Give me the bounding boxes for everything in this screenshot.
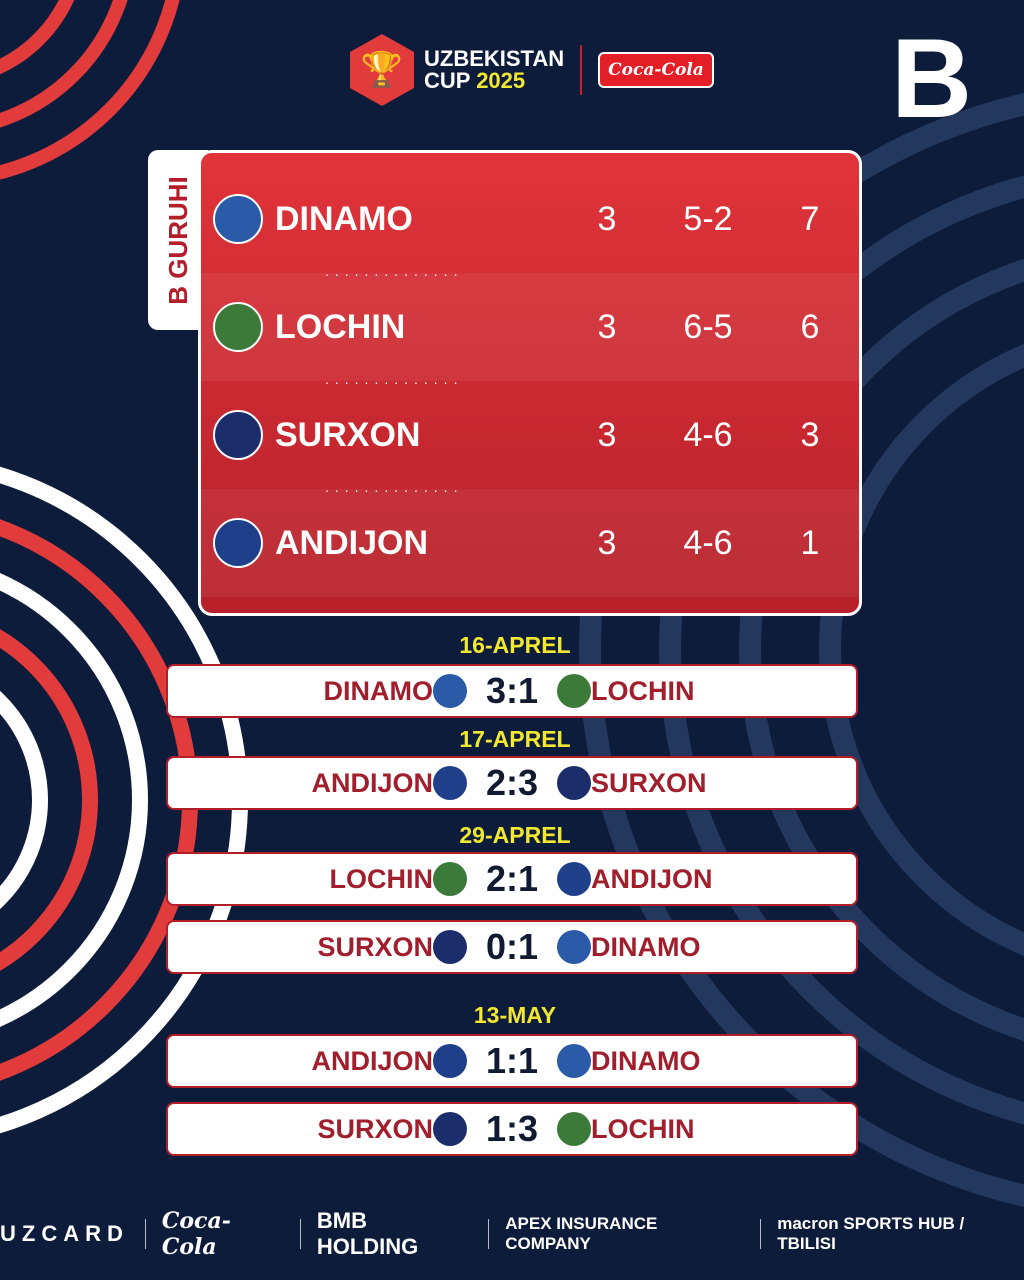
home-crest-icon: [433, 674, 467, 708]
away-team: LOCHIN: [591, 1113, 695, 1144]
sponsor-logo: Coca-Cola: [161, 1208, 231, 1260]
home-team: ANDIJON: [311, 1045, 433, 1076]
home-team: LOCHIN: [329, 863, 434, 894]
tournament-logo: 🏆 UZBEKISTAN CUP 2025 Coca-Cola: [350, 34, 714, 106]
group-label: B GURUHI: [162, 175, 193, 305]
team-crest-icon: [213, 518, 263, 568]
home-crest-icon: [433, 930, 467, 964]
match-date: 16-APREL: [459, 632, 571, 658]
home-crest-icon: [433, 766, 467, 800]
played: 3: [597, 523, 617, 562]
match-result: DINAMO 3:1 LOCHIN: [166, 664, 858, 718]
standings-row: DINAMO 3 5-2 7 ..............: [201, 165, 859, 279]
home-team: SURXON: [317, 931, 433, 962]
match-result: SURXON 1:3 LOCHIN: [166, 1102, 858, 1156]
home-crest-icon: [433, 1044, 467, 1078]
title-line2: CUP: [424, 68, 471, 93]
sponsor-badge: Coca-Cola: [598, 52, 714, 88]
goal-diff: 4-6: [683, 415, 733, 454]
sponsor-divider: [760, 1219, 762, 1249]
away-crest-icon: [557, 1112, 591, 1146]
away-team: DINAMO: [591, 1045, 701, 1076]
standings-row: LOCHIN 3 6-5 6 ..............: [201, 273, 859, 387]
sponsor-logo: UZCARD: [0, 1221, 129, 1246]
away-crest-icon: [557, 766, 591, 800]
sponsor-logo: BMB HOLDING: [316, 1208, 419, 1259]
trophy-icon: 🏆: [350, 34, 414, 106]
team-name: SURXON: [275, 415, 421, 454]
sponsor-logo: macron SPORTS HUB / TBILISI: [777, 1214, 965, 1253]
goal-diff: 4-6: [683, 523, 733, 562]
played: 3: [597, 307, 617, 346]
title-year: 2025: [476, 68, 526, 93]
standings-table: DINAMO 3 5-2 7 .............. LOCHIN 3 6…: [198, 150, 862, 616]
score: 0:1: [485, 926, 539, 967]
goal-diff: 6-5: [683, 307, 733, 346]
home-crest-icon: [433, 1112, 467, 1146]
away-crest-icon: [557, 930, 591, 964]
points: 1: [800, 523, 820, 562]
points: 3: [800, 415, 820, 454]
goal-diff: 5-2: [683, 199, 733, 238]
score: 2:1: [485, 858, 539, 899]
played: 3: [597, 415, 617, 454]
sponsor-logo: APEX INSURANCE COMPANY: [505, 1214, 658, 1253]
points: 6: [800, 307, 820, 346]
row-divider: ..............: [325, 479, 464, 495]
sponsor-divider: [299, 1219, 301, 1249]
divider: [580, 45, 583, 95]
sponsor-divider: [488, 1219, 490, 1249]
away-crest-icon: [557, 862, 591, 896]
away-crest-icon: [557, 1044, 591, 1078]
home-team: DINAMO: [323, 675, 434, 706]
away-team: ANDIJON: [591, 863, 713, 894]
team-name: LOCHIN: [275, 307, 406, 346]
score: 1:3: [485, 1108, 539, 1149]
team-name: ANDIJON: [275, 523, 429, 562]
away-crest-icon: [557, 674, 591, 708]
match-date: 29-APREL: [459, 822, 571, 848]
home-team: ANDIJON: [311, 767, 433, 798]
team-crest-icon: [213, 194, 263, 244]
home-crest-icon: [433, 862, 467, 896]
score: 3:1: [485, 670, 539, 711]
points: 7: [800, 199, 820, 238]
sponsor-divider: [144, 1219, 146, 1249]
standings-row: SURXON 3 4-6 3 ..............: [201, 381, 859, 495]
match-result: SURXON 0:1 DINAMO: [166, 920, 858, 974]
score: 1:1: [485, 1040, 539, 1081]
standings-row: ANDIJON 3 4-6 1: [201, 489, 859, 597]
played: 3: [597, 199, 617, 238]
home-team: SURXON: [317, 1113, 433, 1144]
match-result: LOCHIN 2:1 ANDIJON: [166, 852, 858, 906]
away-team: DINAMO: [591, 931, 701, 962]
row-divider: ..............: [325, 371, 464, 387]
sponsor-bar: UZCARD Coca-Cola BMB HOLDING APEX INSURANCE…: [0, 1208, 1024, 1260]
match-date: 17-APREL: [459, 726, 571, 752]
group-letter: B: [891, 16, 972, 141]
match-result: ANDIJON 2:3 SURXON: [166, 756, 858, 810]
row-divider: ..............: [325, 263, 464, 279]
team-crest-icon: [213, 410, 263, 460]
match-date: 13-MAY: [473, 1002, 557, 1028]
title-line1: UZBEKISTAN: [424, 46, 565, 71]
team-name: DINAMO: [275, 199, 413, 238]
team-crest-icon: [213, 302, 263, 352]
match-result: ANDIJON 1:1 DINAMO: [166, 1034, 858, 1088]
away-team: LOCHIN: [591, 675, 695, 706]
score: 2:3: [485, 762, 539, 803]
away-team: SURXON: [591, 767, 707, 798]
